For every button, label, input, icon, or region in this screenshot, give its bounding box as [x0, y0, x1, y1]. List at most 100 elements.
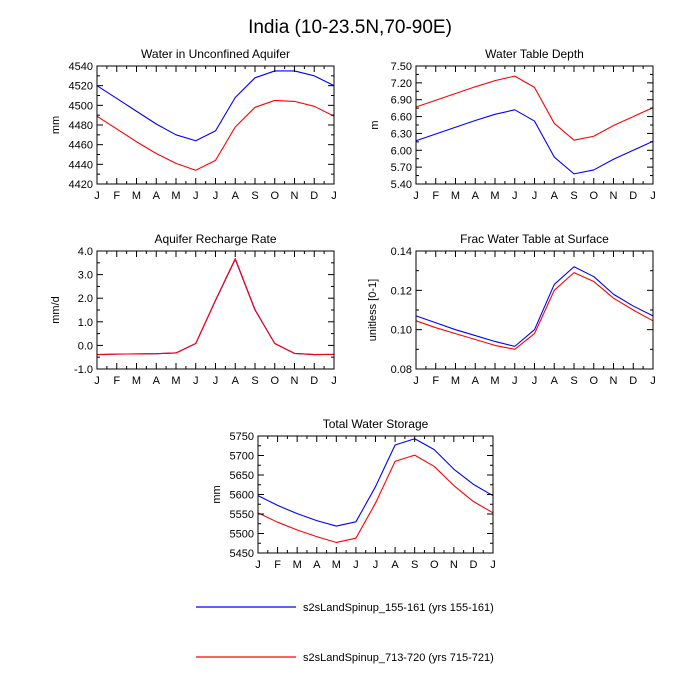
aquifer-recharge-rate-x-tick-label: J	[213, 375, 219, 387]
water-table-depth-y-tick-label: 7.50	[391, 61, 412, 73]
frac-water-table-at-surface-series-blue-line	[415, 266, 654, 347]
water-in-unconfined-aquifer-x-tick-label: F	[113, 190, 120, 202]
water-in-unconfined-aquifer-y-tick-label: 4540	[69, 61, 93, 73]
aquifer-recharge-rate-plot-frame	[96, 250, 335, 370]
water-table-depth-y-tick-label: 7.20	[391, 78, 412, 90]
water-in-unconfined-aquifer-x-tick-label: J	[94, 190, 100, 202]
frac-water-table-at-surface-x-tick-label: J	[650, 375, 656, 387]
aquifer-recharge-rate-x-tick-label: A	[232, 375, 240, 387]
water-table-depth-plot-frame	[415, 65, 654, 185]
total-water-storage-y-tick-label: 5700	[230, 451, 254, 463]
frac-water-table-at-surface-x-tick-label: M	[490, 375, 499, 387]
water-table-depth-x-tick-label: D	[629, 190, 637, 202]
total-water-storage-y-tick-label: 5500	[230, 529, 254, 541]
total-water-storage-x-tick-label: N	[450, 559, 458, 571]
total-water-storage-y-tick-label: 5650	[230, 470, 254, 482]
total-water-storage-series-red-line	[257, 454, 494, 544]
water-in-unconfined-aquifer-x-tick-label: M	[132, 190, 141, 202]
water-table-depth-y-tick-label: 5.40	[391, 179, 412, 191]
water-in-unconfined-aquifer-y-tick-label: 4440	[69, 159, 93, 171]
water-table-depth-y-tick-label: 6.60	[391, 112, 412, 124]
water-in-unconfined-aquifer-y-tick-label: 4520	[69, 81, 93, 93]
water-in-unconfined-aquifer-x-tick-label: J	[213, 190, 219, 202]
legend-label-red: s2sLandSpinup_713-720 (yrs 715-721)	[303, 652, 494, 664]
total-water-storage-title: Total Water Storage	[323, 417, 429, 431]
aquifer-recharge-rate-x-tick-label: S	[251, 375, 258, 387]
aquifer-recharge-rate-x-tick-label: D	[310, 375, 318, 387]
figure-title: India (10-23.5N,70-90E)	[248, 17, 452, 38]
total-water-storage-y-tick-label: 5600	[230, 490, 254, 502]
frac-water-table-at-surface-x-tick-label: J	[413, 375, 419, 387]
frac-water-table-at-surface-y-tick-label: 0.12	[391, 285, 412, 297]
water-table-depth-x-tick-label: A	[472, 190, 480, 202]
frac-water-table-at-surface-x-tick-label: S	[570, 375, 577, 387]
water-in-unconfined-aquifer-plot-frame	[96, 65, 335, 185]
aquifer-recharge-rate-y-tick-label: 2.0	[78, 293, 93, 305]
frac-water-table-at-surface-x-tick-label: F	[432, 375, 439, 387]
total-water-storage-series-blue-line	[257, 438, 494, 527]
water-table-depth-x-tick-label: O	[589, 190, 598, 202]
water-table-depth-x-tick-label: J	[512, 190, 518, 202]
water-in-unconfined-aquifer-series-red-line	[96, 99, 335, 171]
aquifer-recharge-rate-y-tick-label: 0.0	[78, 340, 93, 352]
water-table-depth-y-tick-label: 5.70	[391, 162, 412, 174]
total-water-storage-x-tick-label: A	[391, 559, 399, 571]
aquifer-recharge-rate-y-tick-label: 1.0	[78, 317, 93, 329]
water-table-depth-y-tick-label: 6.00	[391, 145, 412, 157]
water-table-depth-title: Water Table Depth	[485, 47, 584, 61]
water-table-depth-x-tick-label: N	[610, 190, 618, 202]
water-in-unconfined-aquifer-x-tick-label: S	[251, 190, 258, 202]
aquifer-recharge-rate-title: Aquifer Recharge Rate	[154, 232, 276, 246]
frac-water-table-at-surface-plot-frame	[415, 250, 654, 370]
water-in-unconfined-aquifer-y-tick-label: 4500	[69, 100, 93, 112]
water-table-depth-x-tick-label: M	[451, 190, 460, 202]
aquifer-recharge-rate-series-blue-line	[96, 258, 335, 356]
total-water-storage-x-tick-label: M	[332, 559, 341, 571]
water-table-depth-x-tick-label: J	[413, 190, 419, 202]
water-in-unconfined-aquifer-x-tick-label: J	[331, 190, 337, 202]
total-water-storage-y-tick-label: 5750	[230, 431, 254, 443]
water-in-unconfined-aquifer-x-tick-label: D	[310, 190, 318, 202]
water-table-depth-x-tick-label: A	[551, 190, 559, 202]
water-in-unconfined-aquifer-x-tick-label: J	[193, 190, 199, 202]
total-water-storage-x-tick-label: J	[373, 559, 379, 571]
aquifer-recharge-rate-series-red-line	[96, 257, 335, 356]
aquifer-recharge-rate-x-tick-label: J	[193, 375, 199, 387]
water-table-depth-y-axis-label: m	[369, 120, 381, 129]
total-water-storage-x-tick-label: F	[274, 559, 281, 571]
water-table-depth-series-red-line	[415, 75, 654, 141]
frac-water-table-at-surface-y-tick-label: 0.10	[391, 325, 412, 337]
water-table-depth-x-tick-label: F	[432, 190, 439, 202]
aquifer-recharge-rate-x-tick-label: M	[132, 375, 141, 387]
frac-water-table-at-surface-x-tick-label: A	[551, 375, 559, 387]
water-in-unconfined-aquifer-x-tick-label: A	[153, 190, 161, 202]
total-water-storage-x-tick-label: D	[469, 559, 477, 571]
total-water-storage-y-tick-label: 5450	[230, 548, 254, 560]
water-table-depth-x-tick-label: J	[532, 190, 538, 202]
water-in-unconfined-aquifer-y-tick-label: 4420	[69, 179, 93, 191]
water-table-depth-x-tick-label: M	[490, 190, 499, 202]
aquifer-recharge-rate-y-axis-label: mm/d	[50, 296, 62, 324]
aquifer-recharge-rate-y-tick-label: 4.0	[78, 246, 93, 258]
frac-water-table-at-surface-title: Frac Water Table at Surface	[460, 232, 609, 246]
water-table-depth-y-tick-label: 6.30	[391, 128, 412, 140]
aquifer-recharge-rate-x-tick-label: F	[113, 375, 120, 387]
total-water-storage-x-tick-label: J	[255, 559, 261, 571]
frac-water-table-at-surface-x-tick-label: A	[472, 375, 480, 387]
frac-water-table-at-surface-series-red-line	[415, 272, 654, 350]
aquifer-recharge-rate-x-tick-label: J	[94, 375, 100, 387]
water-table-depth-x-tick-label: J	[650, 190, 656, 202]
water-in-unconfined-aquifer-y-tick-label: 4460	[69, 140, 93, 152]
frac-water-table-at-surface-x-tick-label: J	[512, 375, 518, 387]
frac-water-table-at-surface-x-tick-label: J	[532, 375, 538, 387]
total-water-storage-y-tick-label: 5550	[230, 509, 254, 521]
total-water-storage-plot-frame	[257, 435, 494, 554]
frac-water-table-at-surface-x-tick-label: D	[629, 375, 637, 387]
water-in-unconfined-aquifer-x-tick-label: O	[270, 190, 279, 202]
